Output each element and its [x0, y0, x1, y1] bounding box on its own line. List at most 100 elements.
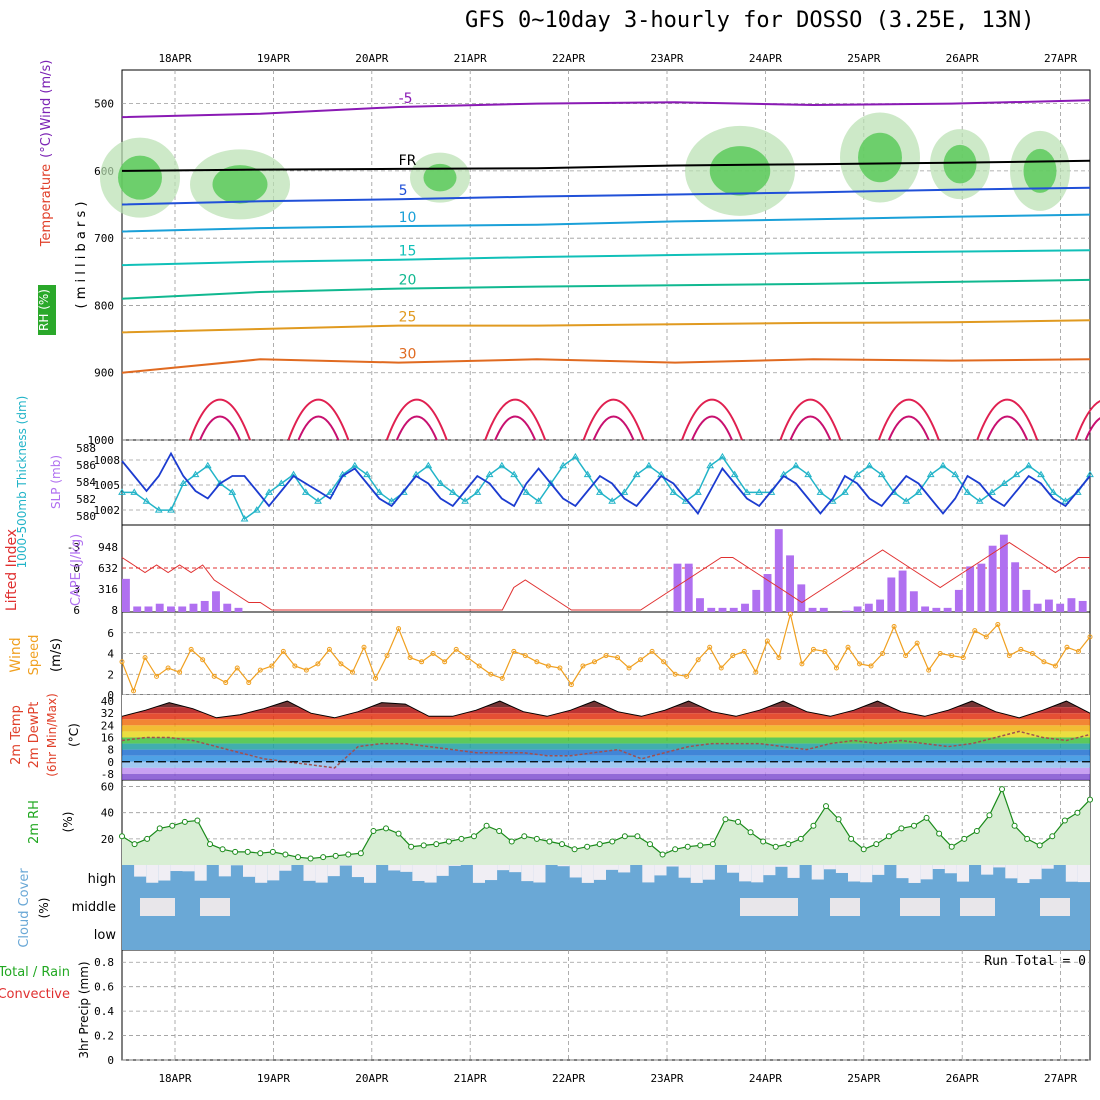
high-cloud-gap	[509, 865, 522, 873]
temp-tick: 8	[107, 744, 114, 757]
rh-marker	[559, 841, 565, 848]
cape-bar	[223, 603, 232, 612]
ylabel-temp-unit: (°C)	[67, 723, 81, 747]
thickness-marker	[804, 470, 813, 478]
slp-line	[121, 451, 1091, 516]
thickness-marker	[951, 470, 960, 478]
wind-speed-marker	[557, 665, 563, 671]
wind-tick: 2	[107, 668, 114, 681]
temp-tick: -8	[101, 768, 114, 781]
rh-marker	[307, 855, 314, 862]
wind-speed-marker	[580, 663, 586, 669]
rh-marker	[1074, 809, 1081, 816]
high-cloud-gap	[521, 865, 534, 882]
high-cloud-gap	[666, 865, 679, 867]
rh-marker	[647, 841, 653, 848]
ylabel-precip: 3hr Precip (mm)	[77, 961, 91, 1058]
thickness-marker	[497, 461, 506, 469]
high-cloud-gap	[848, 865, 861, 882]
high-cloud-gap	[315, 865, 328, 883]
wind-speed-marker	[1087, 634, 1093, 640]
rh-marker	[1011, 822, 1018, 829]
surface-heat-contour-inner	[986, 415, 1029, 441]
wind-speed-marker	[914, 640, 920, 646]
temp-tick: 32	[101, 707, 114, 720]
slp-tick: 1002	[94, 504, 121, 517]
rh-marker	[533, 835, 540, 842]
surface-heat-contour	[779, 398, 842, 441]
wind-speed-marker	[165, 665, 171, 671]
rh-marker	[357, 850, 364, 857]
mid-cloud-gap	[960, 898, 995, 916]
thickness-marker	[265, 488, 273, 495]
high-cloud-gap	[618, 865, 631, 873]
wind-speed-marker	[257, 667, 263, 673]
rh-marker	[433, 841, 440, 848]
surface-heat-contour-inner	[395, 415, 438, 441]
rh-marker	[458, 835, 465, 842]
wind-speed-marker	[442, 659, 448, 665]
high-cloud-gap	[351, 865, 364, 878]
ylabel-wind-speed: Speed	[27, 635, 42, 676]
cape-bar	[212, 591, 220, 612]
temperature-contour	[121, 249, 1091, 267]
thickness-marker	[326, 488, 335, 495]
date-label-top: 19APR	[257, 52, 290, 65]
rh-marker	[772, 843, 779, 850]
contour-label: 15	[399, 244, 417, 260]
wind-speed-marker	[476, 663, 482, 669]
cape-bar	[887, 577, 896, 612]
rh-marker	[219, 846, 226, 853]
surface-heat-contour	[385, 398, 448, 441]
thickness-marker	[841, 488, 849, 495]
temp-band	[122, 707, 1090, 714]
lifted-tick: 3	[73, 583, 80, 596]
thickness-marker	[314, 497, 322, 504]
wind-speed-marker	[1029, 651, 1035, 656]
cape-bar	[178, 606, 187, 612]
date-label-top: 18APR	[158, 52, 191, 65]
high-cloud-gap	[485, 865, 498, 881]
rh-marker	[923, 814, 930, 821]
high-cloud-gap	[255, 865, 268, 883]
thickness-marker	[203, 461, 212, 469]
wind-speed-marker	[960, 655, 966, 661]
high-cloud-gap	[835, 865, 848, 873]
mid-cloud-gap	[1040, 898, 1070, 916]
precip-tick: 0.4	[94, 1005, 114, 1018]
ylabel-millibars: ( m i l l i b a r s )	[74, 202, 89, 309]
wind-speed-marker	[983, 634, 989, 640]
date-label-bottom: 18APR	[158, 1072, 191, 1085]
rh-marker	[722, 816, 729, 823]
wind-speed-marker	[695, 657, 701, 663]
cape-bar	[1078, 600, 1087, 612]
temp-mask	[122, 695, 1090, 718]
temp-band	[122, 761, 1090, 768]
contour-label: 10	[399, 210, 417, 226]
wind-speed-marker	[661, 659, 667, 665]
high-cloud-gap	[920, 865, 933, 880]
pressure-tick: 700	[94, 232, 114, 245]
rh-tick: 40	[101, 807, 114, 820]
thickness-marker	[130, 488, 139, 495]
wind-speed-marker	[615, 655, 621, 661]
ylabel-wind-unit: (m/s)	[49, 638, 64, 672]
wind-speed-marker	[638, 657, 644, 663]
rh-marker	[508, 838, 515, 845]
rh-shade-core	[858, 132, 902, 183]
rh-marker	[207, 841, 213, 848]
date-label-bottom: 25APR	[847, 1072, 880, 1085]
high-cloud-gap	[182, 865, 195, 872]
high-cloud-gap	[872, 865, 885, 875]
high-cloud-gap	[1017, 865, 1030, 883]
wind-speed-marker	[419, 659, 425, 665]
ylabel-convective: Convective	[0, 987, 70, 1002]
rh-marker	[999, 786, 1005, 793]
high-cloud-gap	[472, 865, 485, 883]
thickness-tick: 588	[76, 442, 96, 455]
wind-speed-marker	[649, 648, 655, 654]
cape-bar	[977, 563, 986, 612]
chart-title: GFS 0~10day 3-hourly for DOSSO (3.25E, 1…	[465, 8, 1035, 33]
wind-speed-marker	[488, 671, 494, 677]
